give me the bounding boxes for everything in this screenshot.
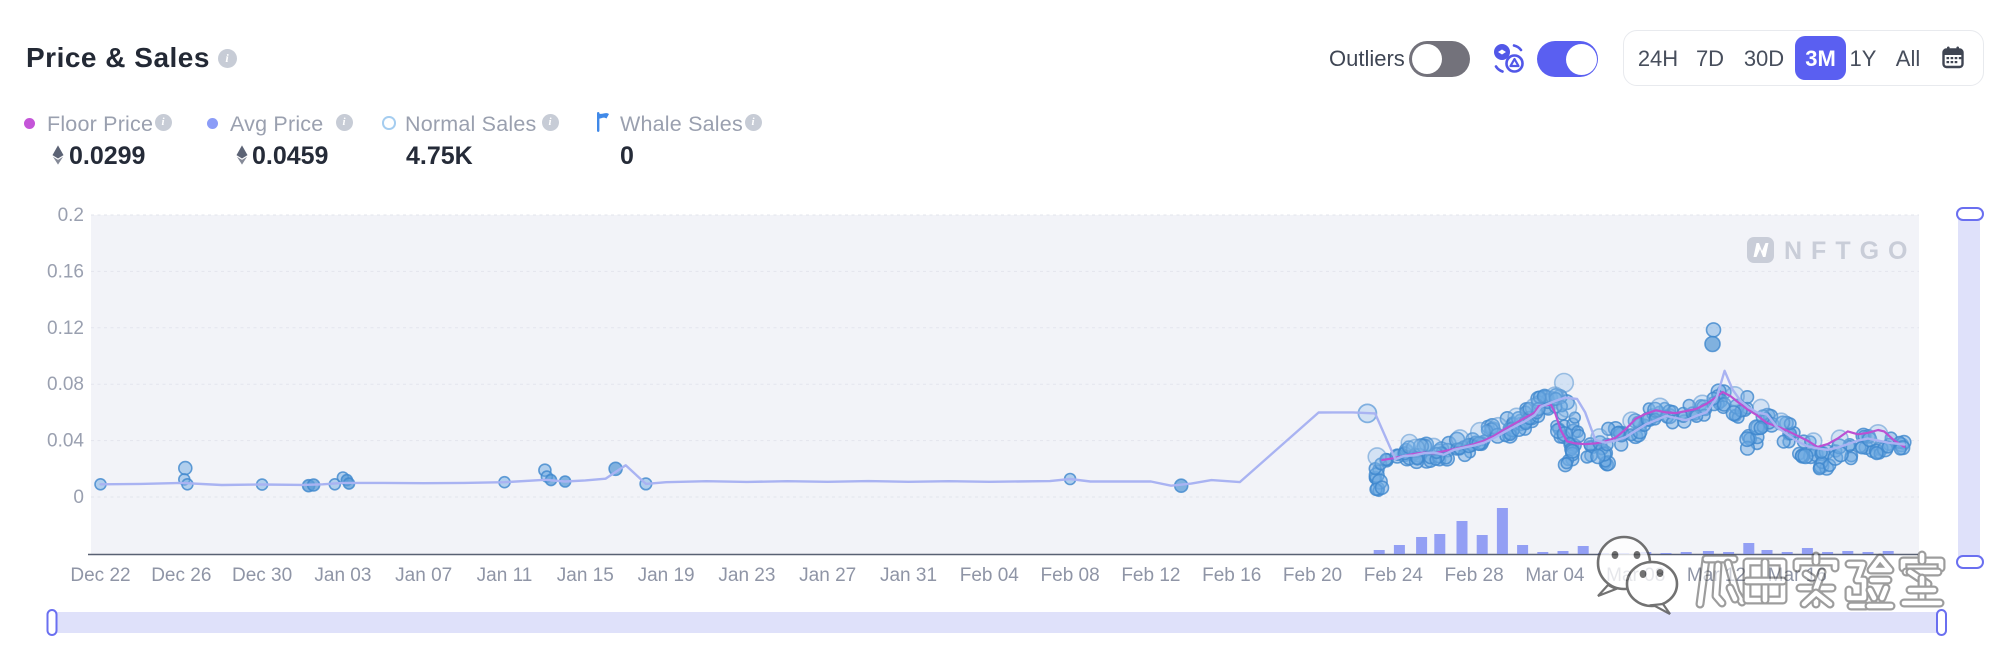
svg-text:0.16: 0.16 (47, 261, 84, 282)
svg-text:0.08: 0.08 (47, 374, 84, 395)
svg-text:Jan 31: Jan 31 (880, 565, 937, 586)
svg-text:Jan 11: Jan 11 (477, 565, 533, 586)
svg-text:Feb 08: Feb 08 (1041, 565, 1100, 586)
svg-text:Feb 16: Feb 16 (1202, 565, 1261, 586)
svg-text:Feb 20: Feb 20 (1283, 565, 1342, 586)
svg-text:0.04: 0.04 (47, 431, 84, 452)
svg-text:Feb 28: Feb 28 (1445, 565, 1504, 586)
svg-text:Jan 19: Jan 19 (638, 565, 695, 586)
svg-text:Dec 22: Dec 22 (70, 565, 130, 586)
svg-text:Feb 12: Feb 12 (1121, 565, 1180, 586)
svg-text:Jan 27: Jan 27 (799, 565, 856, 586)
svg-text:Jan 03: Jan 03 (314, 565, 371, 586)
svg-text:Dec 26: Dec 26 (151, 565, 211, 586)
svg-text:0.2: 0.2 (58, 205, 84, 226)
svg-text:Dec 30: Dec 30 (232, 565, 292, 586)
svg-text:Jan 23: Jan 23 (718, 565, 775, 586)
svg-text:Feb 04: Feb 04 (960, 565, 1020, 586)
svg-text:NFTGO: NFTGO (1784, 237, 1917, 265)
svg-text:0: 0 (73, 487, 84, 508)
svg-text:Jan 07: Jan 07 (395, 565, 452, 586)
svg-text:0.12: 0.12 (47, 318, 84, 339)
svg-text:Feb 24: Feb 24 (1364, 565, 1424, 586)
svg-text:Mar 04: Mar 04 (1525, 565, 1585, 586)
svg-text:Jan 15: Jan 15 (557, 565, 614, 586)
